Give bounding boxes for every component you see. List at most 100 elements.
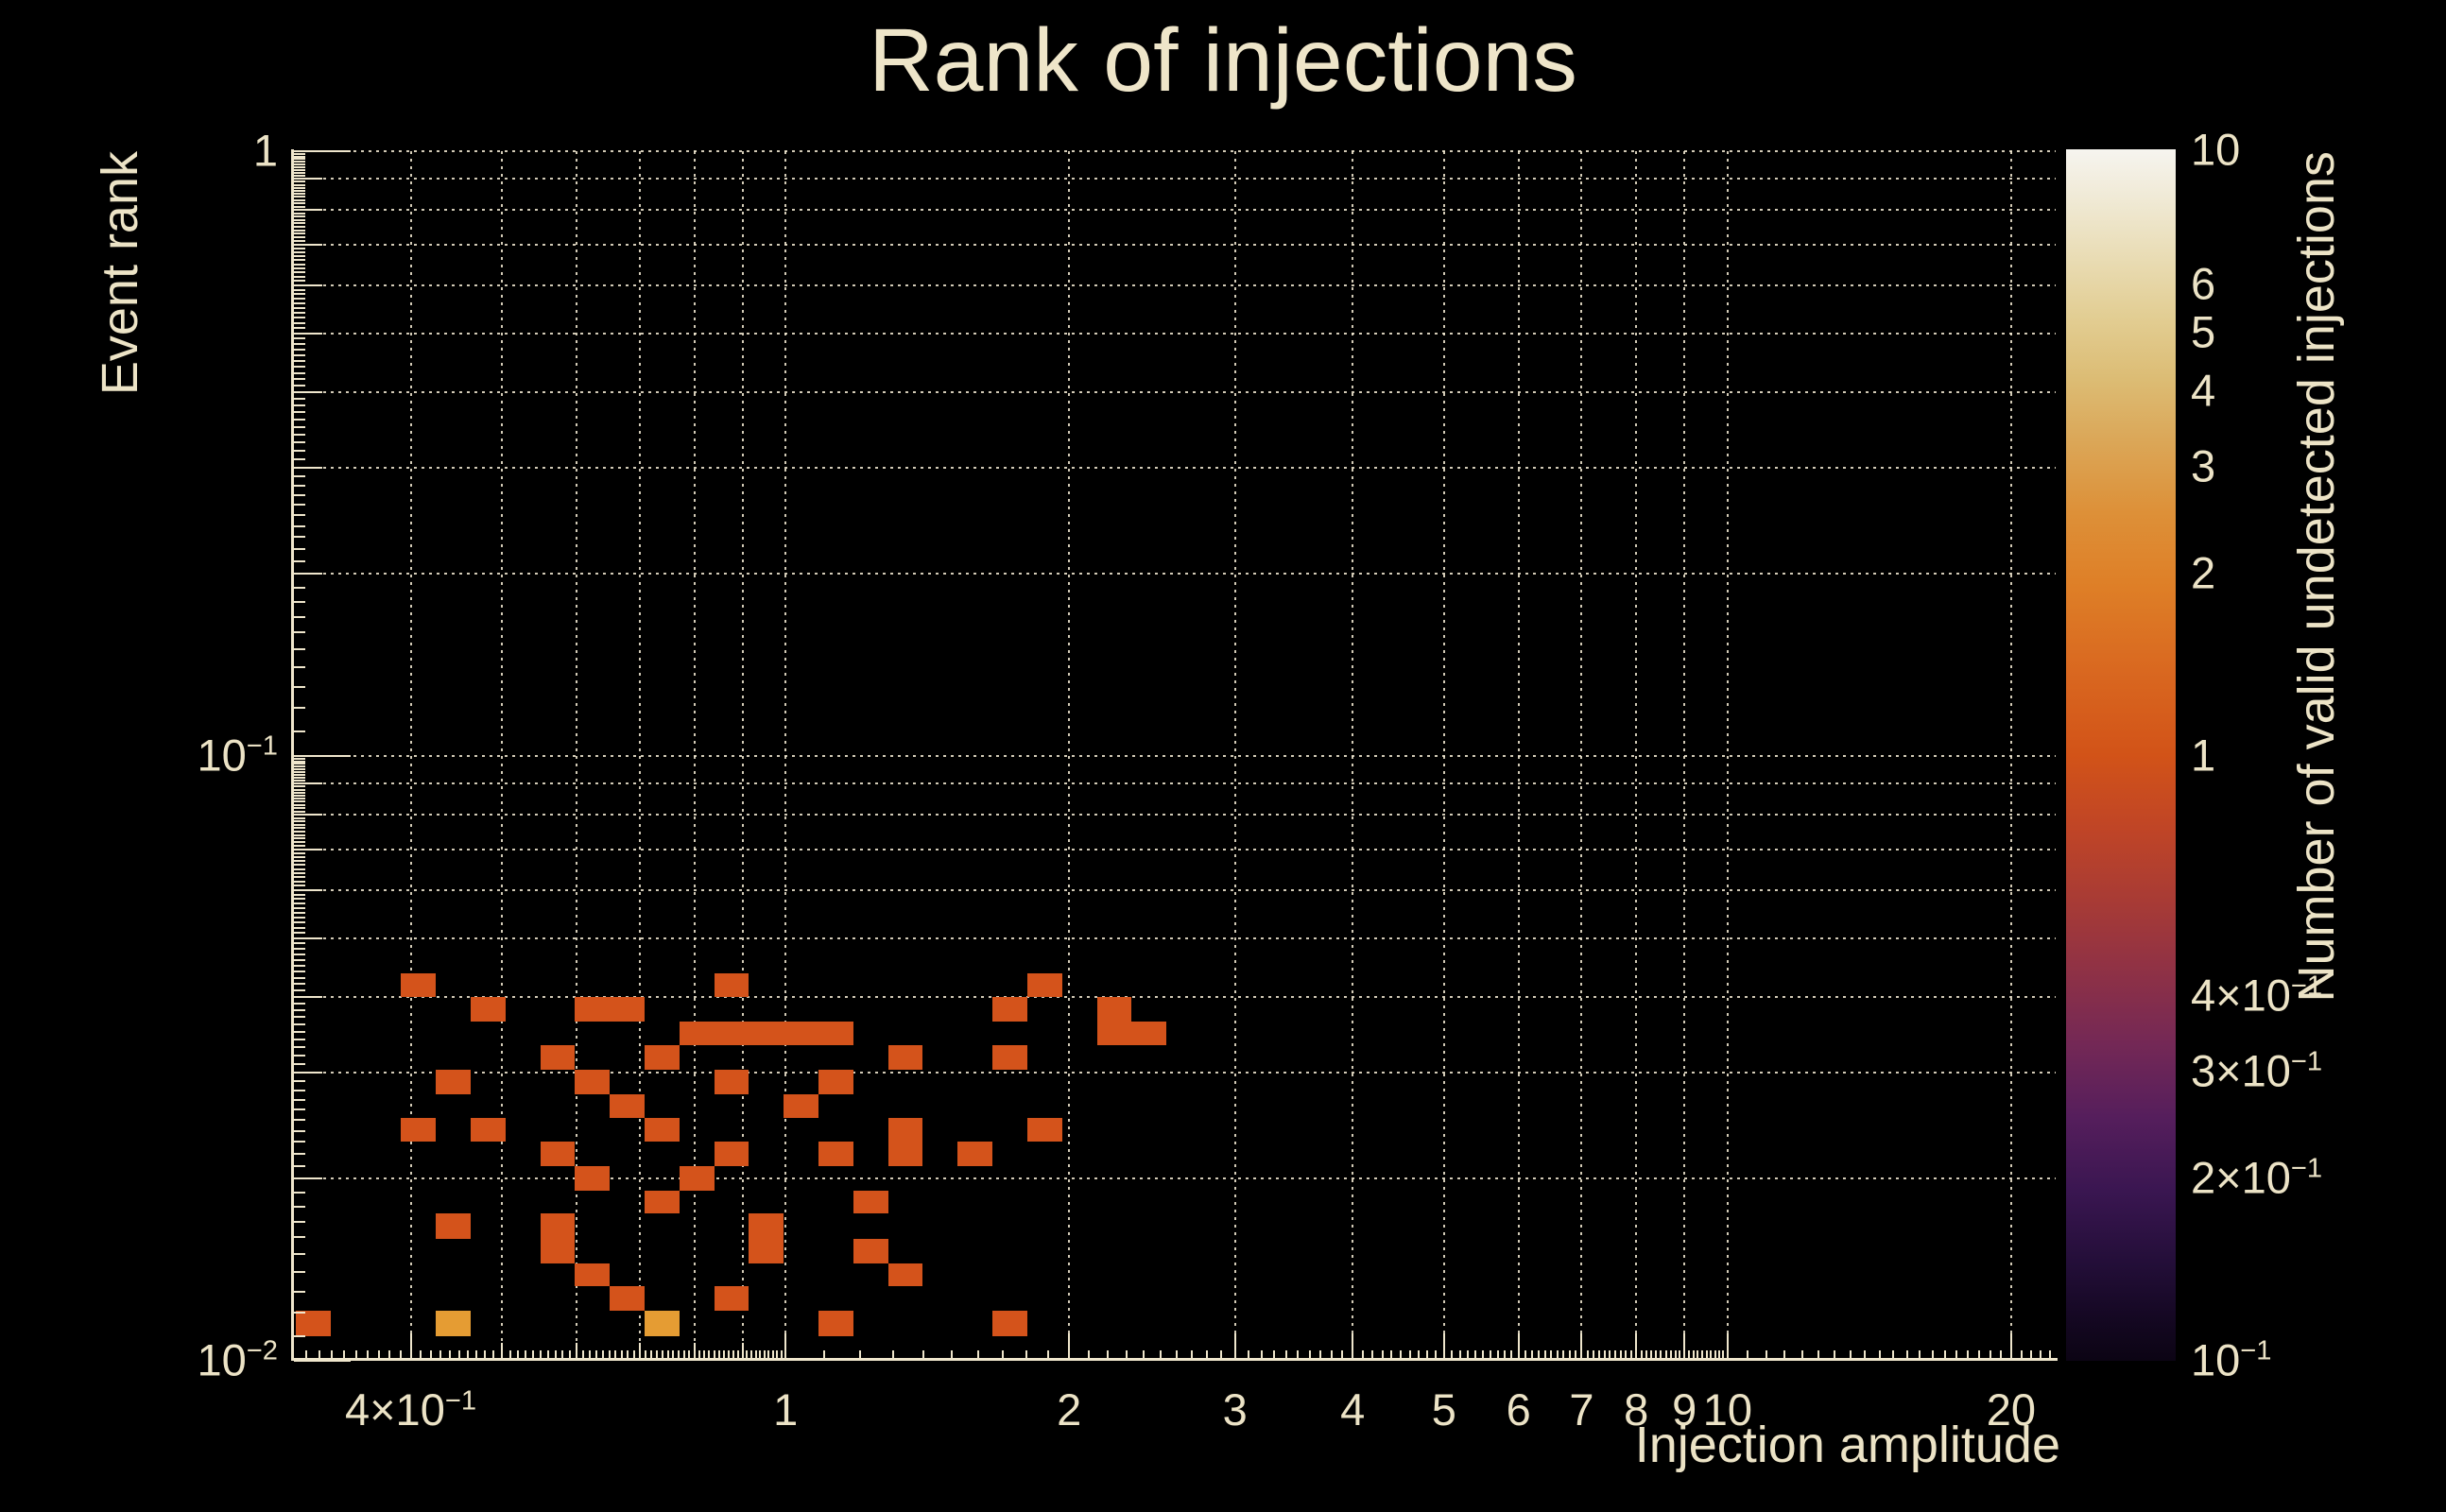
x-tick	[457, 1350, 460, 1358]
x-tick	[1474, 1350, 1477, 1358]
x-tick	[649, 1350, 652, 1358]
x-tick	[532, 1350, 535, 1358]
x-tick	[732, 1350, 734, 1358]
x-tick	[1361, 1350, 1364, 1358]
x-tick	[823, 1350, 826, 1358]
x-tick	[655, 1350, 658, 1358]
colorbar-tick-label: 1	[2191, 729, 2216, 780]
y-tick	[294, 298, 305, 301]
x-tick	[693, 1343, 696, 1358]
x-tick	[467, 1350, 470, 1358]
y-tick	[294, 932, 305, 935]
x-tick	[1701, 1350, 1704, 1358]
y-tick	[294, 449, 305, 452]
y-tick	[294, 830, 305, 833]
x-tick	[1537, 1350, 1540, 1358]
x-tick	[525, 1350, 527, 1358]
y-tick	[294, 837, 305, 840]
x-tick	[595, 1350, 598, 1358]
y-tick	[294, 849, 322, 851]
heatmap-cell	[1096, 997, 1132, 1022]
y-tick	[294, 971, 305, 973]
heatmap-cell	[540, 1142, 575, 1166]
heatmap-cell	[783, 1093, 819, 1119]
y-tick-label: 10−1	[197, 730, 279, 781]
y-tick	[294, 1291, 305, 1294]
y-tick	[294, 1253, 305, 1256]
x-tick	[1580, 1333, 1583, 1358]
x-tick	[1629, 1350, 1632, 1358]
y-tick	[294, 953, 305, 955]
y-tick	[294, 774, 305, 777]
y-tick	[294, 1022, 305, 1025]
grid-line-y	[293, 782, 2056, 785]
y-tick	[294, 559, 305, 562]
y-tick	[294, 686, 305, 689]
x-tick	[354, 1350, 357, 1358]
y-tick	[294, 284, 322, 286]
grid-line-y	[293, 332, 2056, 335]
y-tick	[294, 248, 305, 250]
y-tick	[294, 1220, 305, 1223]
y-tick	[294, 280, 305, 283]
y-tick	[294, 631, 305, 634]
heatmap-cell	[992, 1311, 1027, 1336]
y-tick	[294, 1141, 305, 1143]
y-tick	[294, 302, 305, 305]
x-tick	[1308, 1350, 1311, 1358]
x-tick	[439, 1350, 441, 1358]
x-tick	[1143, 1350, 1145, 1358]
y-tick	[294, 800, 305, 803]
y-tick	[294, 798, 305, 800]
heatmap-cell	[887, 1045, 923, 1070]
heatmap-cell	[749, 1239, 784, 1263]
y-tick	[294, 1030, 305, 1033]
x-tick	[1125, 1350, 1128, 1358]
heatmap-cell	[574, 997, 645, 1022]
y-tick	[294, 225, 305, 228]
x-tick	[661, 1350, 663, 1358]
x-tick	[429, 1350, 432, 1358]
y-tick	[294, 921, 305, 924]
y-tick	[294, 251, 305, 254]
y-tick	[294, 777, 305, 780]
y-tick	[294, 390, 322, 393]
y-tick	[294, 888, 322, 891]
x-tick	[632, 1350, 635, 1358]
x-tick	[722, 1350, 725, 1358]
y-tick	[294, 782, 322, 785]
y-tick	[294, 648, 305, 651]
x-tick	[644, 1350, 646, 1358]
heatmap-cell	[679, 1021, 853, 1046]
x-tick	[614, 1350, 617, 1358]
colorbar-tick-label: 2	[2191, 547, 2216, 598]
x-tick	[776, 1350, 779, 1358]
y-tick	[294, 1360, 351, 1362]
y-tick	[294, 763, 305, 765]
x-tick	[703, 1350, 706, 1358]
x-tick	[708, 1350, 711, 1358]
y-tick	[294, 378, 305, 381]
x-tick	[1451, 1350, 1454, 1358]
y-tick	[294, 218, 305, 221]
x-tick	[736, 1350, 739, 1358]
x-tick	[1467, 1350, 1470, 1358]
x-tick-label: 6	[1506, 1384, 1531, 1435]
x-tick	[750, 1350, 753, 1358]
y-tick	[294, 155, 305, 158]
y-tick	[294, 411, 305, 414]
x-tick	[1272, 1350, 1275, 1358]
x-tick	[1205, 1350, 1208, 1358]
x-tick	[1683, 1333, 1686, 1358]
y-tick	[294, 288, 305, 291]
x-tick	[1517, 1333, 1520, 1358]
heatmap-cell	[887, 1142, 923, 1166]
grid-line-y	[293, 244, 2056, 247]
x-tick	[2009, 1333, 2012, 1358]
x-tick	[1175, 1350, 1178, 1358]
x-tick	[1878, 1350, 1881, 1358]
y-tick	[294, 150, 351, 152]
x-tick	[1955, 1350, 1958, 1358]
x-tick	[1426, 1350, 1429, 1358]
colorbar	[2066, 149, 2176, 1361]
